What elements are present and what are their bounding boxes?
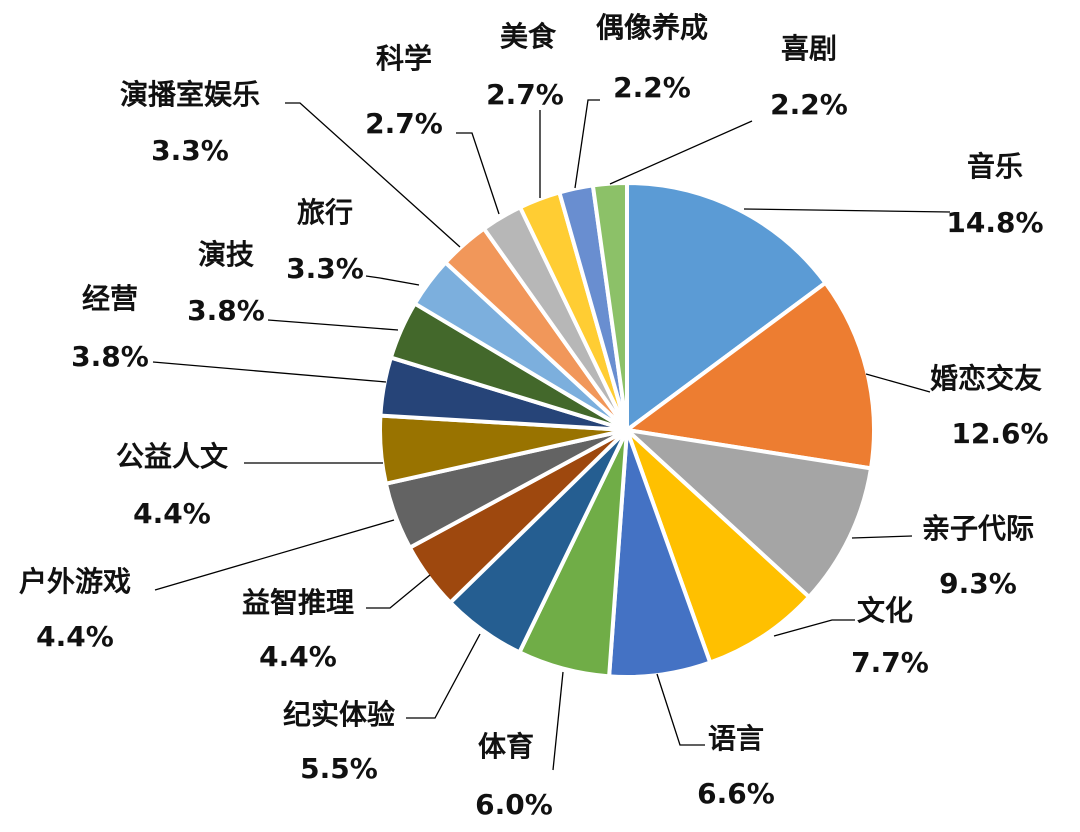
- slice-name-label-17: 偶像养成: [596, 11, 708, 44]
- slice-name-label-5: 语言: [708, 722, 764, 755]
- leader-lines: [152, 99, 951, 771]
- slice-value-label-13: 3.3%: [286, 252, 364, 285]
- slice-name-label-15: 科学: [376, 42, 432, 75]
- leader-line-slice-11: [152, 361, 387, 383]
- slice-name-label-2: 婚恋交友: [930, 362, 1042, 395]
- slice-value-label-12: 3.8%: [187, 294, 265, 327]
- slice-value-label-16: 2.7%: [486, 78, 564, 111]
- leader-line-slice-9: [154, 519, 395, 591]
- slice-name-label-16: 美食: [500, 20, 557, 53]
- slice-value-label-6: 6.0%: [475, 788, 553, 821]
- slice-name-label-9: 户外游戏: [19, 565, 131, 598]
- slice-value-label-3: 9.3%: [939, 567, 1017, 600]
- slice-value-label-9: 4.4%: [36, 620, 114, 653]
- slice-value-label-18: 2.2%: [770, 88, 848, 121]
- leader-line-slice-12: [267, 319, 399, 331]
- slice-name-label-7: 纪实体验: [283, 698, 395, 731]
- slice-name-label-6: 体育: [478, 730, 534, 763]
- slice-value-label-1: 14.8%: [946, 206, 1043, 239]
- slice-name-label-10: 公益人文: [116, 440, 228, 473]
- slice-labels: 音乐 14.8% 婚恋交友 12.6% 亲子代际 9.3% 文化 7.7% 语言 6.6% 体育 6.…: [19, 11, 1049, 821]
- slice-value-label-2: 12.6%: [951, 417, 1048, 450]
- leader-line-slice-3: [851, 535, 913, 539]
- slice-value-label-14: 3.3%: [151, 134, 229, 167]
- slice-name-label-18: 喜剧: [781, 32, 837, 65]
- leader-line-slice-7: [406, 633, 481, 719]
- leader-line-slice-2: [865, 373, 931, 393]
- leader-line-slice-6: [552, 671, 564, 771]
- slice-value-label-8: 4.4%: [259, 640, 337, 673]
- leader-line-slice-14: [285, 102, 461, 248]
- leader-line-slice-15: [456, 132, 500, 215]
- slice-value-label-11: 3.8%: [71, 340, 149, 373]
- slice-value-label-7: 5.5%: [300, 752, 378, 785]
- slice-name-label-13: 旅行: [297, 196, 353, 229]
- pie-slice-1: [625, 181, 828, 432]
- slice-value-label-15: 2.7%: [365, 107, 443, 140]
- slice-value-label-10: 4.4%: [133, 497, 211, 530]
- leader-line-slice-5: [656, 673, 705, 746]
- slice-value-label-5: 6.6%: [697, 777, 775, 810]
- leader-line-slice-17: [574, 99, 600, 189]
- slice-name-label-14: 演播室娱乐: [120, 78, 260, 111]
- leader-line-slice-13: [365, 275, 420, 286]
- slice-name-label-4: 文化: [857, 594, 913, 627]
- pie-slice-3: [625, 428, 873, 599]
- leader-line-slice-1: [743, 208, 951, 213]
- leader-line-slice-4: [773, 619, 855, 637]
- slice-name-label-11: 经营: [82, 282, 138, 315]
- slice-value-label-4: 7.7%: [851, 646, 929, 679]
- pie-slices: [378, 181, 876, 679]
- leader-line-slice-8: [366, 574, 431, 609]
- pie-slice-2: [625, 280, 876, 471]
- slice-name-label-8: 益智推理: [242, 586, 354, 619]
- slice-value-label-17: 2.2%: [613, 71, 691, 104]
- slice-name-label-12: 演技: [198, 238, 254, 271]
- slice-name-label-1: 音乐: [967, 150, 1023, 183]
- leader-line-slice-18: [609, 120, 753, 185]
- pie-slice-4: [625, 428, 812, 665]
- slice-name-label-3: 亲子代际: [922, 512, 1034, 545]
